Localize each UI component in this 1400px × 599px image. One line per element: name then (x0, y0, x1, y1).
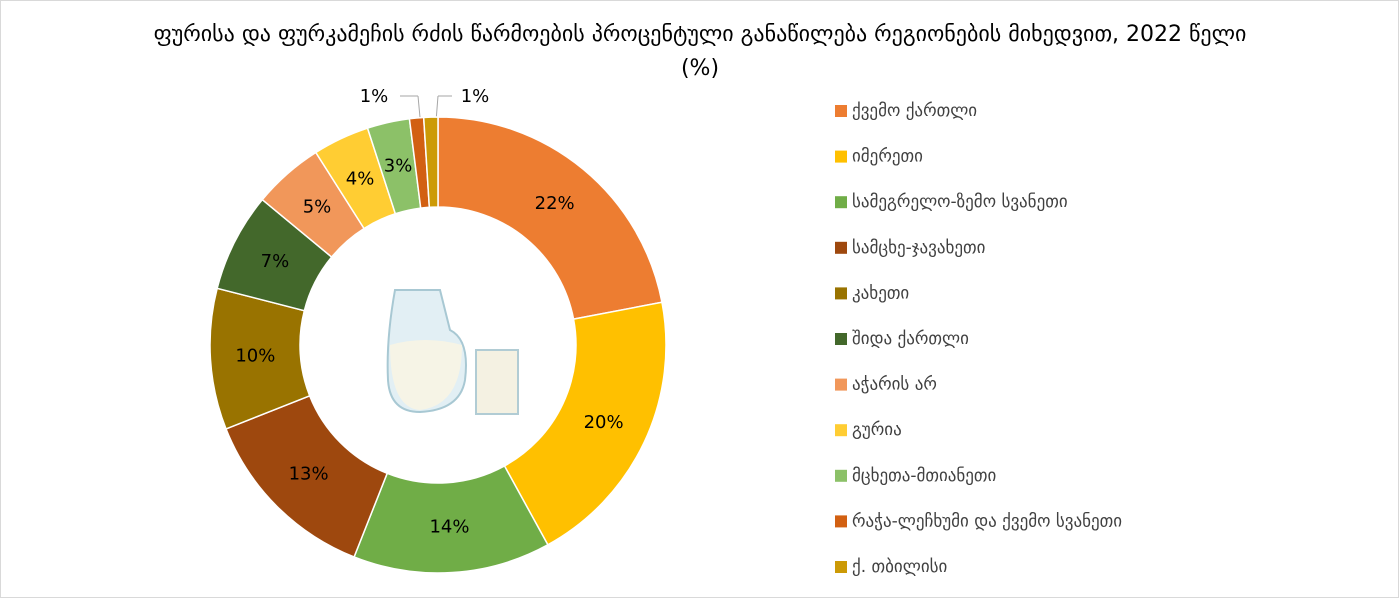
legend-swatch (835, 150, 847, 163)
data-label: 7% (261, 251, 290, 272)
legend-swatch (835, 561, 847, 573)
legend-swatch (835, 241, 847, 254)
legend-label: აჭარის არ (852, 375, 937, 395)
data-label: 20% (584, 412, 624, 433)
legend-swatch (835, 196, 847, 209)
legend-label: ქვემო ქართლი (852, 101, 977, 121)
chart-title: ფურისა და ფურკამეჩის რძის წარმოების პროც… (153, 22, 1247, 81)
legend-swatch (835, 469, 847, 482)
data-label: 1% (360, 86, 389, 107)
data-label: 5% (303, 197, 332, 218)
data-label: 1% (461, 86, 490, 107)
legend-swatch (835, 333, 847, 345)
legend-swatch (835, 424, 847, 437)
data-label: 4% (346, 168, 375, 189)
legend-label: გურია (852, 420, 902, 440)
data-label: 13% (289, 463, 329, 484)
legend-label: კახეთი (852, 283, 909, 303)
donut-slice (503, 301, 667, 546)
data-label: 3% (384, 155, 413, 176)
legend-swatch (835, 515, 847, 528)
legend-label: იმერეთი (852, 147, 923, 167)
data-label: 10% (235, 345, 275, 366)
legend-label: შიდა ქართლი (852, 329, 969, 349)
legend-swatch (835, 105, 847, 117)
legend-swatch (835, 378, 847, 391)
legend-swatch (835, 287, 847, 300)
legend-label: სამეგრელო-ზემო სვანეთი (852, 192, 1068, 212)
data-label: 22% (535, 193, 575, 214)
donut-slice (422, 116, 439, 209)
legend-label: სამცხე-ჯავახეთი (852, 238, 985, 258)
legend-label: მცხეთა-მთიანეთი (852, 466, 996, 486)
milk-illustration (386, 289, 519, 415)
data-label: 14% (429, 517, 469, 538)
legend-label: ქ. თბილისი (852, 557, 947, 577)
donut-slice (437, 116, 663, 321)
legend-label: რაჭა-ლეჩხუმი და ქვემო სვანეთი (852, 511, 1122, 531)
